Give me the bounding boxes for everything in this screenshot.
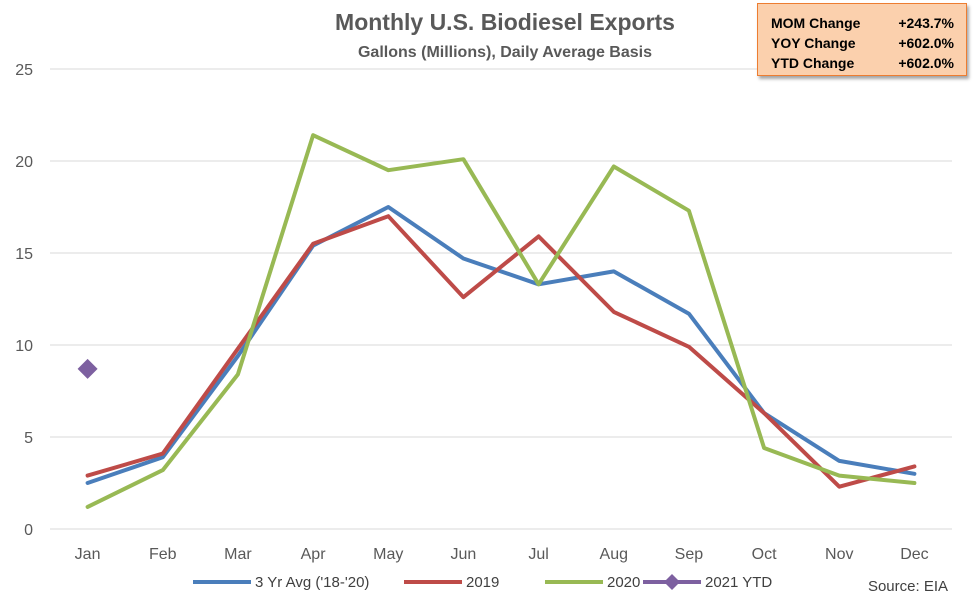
stat-label: YTD Change [771, 55, 855, 71]
source-note: Source: EIA [868, 578, 948, 595]
stat-label: MOM Change [771, 15, 861, 31]
x-tick-label: Nov [825, 546, 853, 563]
stat-value: +243.7% [898, 15, 954, 31]
x-tick-label: Feb [149, 546, 177, 563]
x-tick-label: Jun [451, 546, 477, 563]
x-tick-label: Sep [675, 546, 704, 563]
x-tick-label: Aug [600, 546, 628, 563]
y-axis-ticks: 0 5 10 15 20 25 [15, 62, 33, 539]
stat-value: +602.0% [898, 55, 954, 71]
x-tick-label: May [373, 546, 403, 563]
x-tick-label: Jan [75, 546, 101, 563]
stat-row-mom: MOM Change +243.7% [771, 13, 954, 33]
y-tick-label: 20 [15, 154, 33, 171]
series-line [85, 133, 917, 509]
y-tick-label: 15 [15, 246, 33, 263]
chart-subtitle: Gallons (Millions), Daily Average Basis [358, 44, 652, 61]
x-axis-ticks: Jan Feb Mar Apr May Jun Jul Aug Sep Oct Nov Dec [75, 546, 929, 563]
series-line [85, 205, 917, 485]
stat-row-ytd: YTD Change +602.0% [771, 53, 954, 73]
legend-marker [664, 574, 680, 590]
x-tick-label: Apr [301, 546, 327, 563]
stat-value: +602.0% [898, 35, 954, 51]
gridlines [50, 68, 952, 530]
legend: 3 Yr Avg ('18-'20) 2019 2020 2021 YTD [193, 574, 772, 591]
x-tick-label: Oct [752, 546, 777, 563]
legend-label: 2021 YTD [705, 574, 772, 591]
x-tick-label: Dec [900, 546, 928, 563]
chart-title: Monthly U.S. Biodiesel Exports [335, 9, 675, 35]
y-tick-label: 0 [24, 522, 33, 539]
series-marker [77, 358, 98, 379]
stat-label: YOY Change [771, 35, 856, 51]
legend-label: 3 Yr Avg ('18-'20) [255, 574, 369, 591]
y-tick-label: 5 [24, 430, 33, 447]
x-tick-label: Mar [224, 546, 252, 563]
series-line [85, 214, 917, 489]
x-tick-label: Jul [528, 546, 548, 563]
y-tick-label: 25 [15, 62, 33, 79]
y-tick-label: 10 [15, 338, 33, 355]
stat-row-yoy: YOY Change +602.0% [771, 33, 954, 53]
legend-label: 2019 [466, 574, 499, 591]
change-stats-box: MOM Change +243.7% YOY Change +602.0% YT… [757, 3, 967, 76]
series-lines [77, 133, 917, 509]
legend-label: 2020 [607, 574, 640, 591]
